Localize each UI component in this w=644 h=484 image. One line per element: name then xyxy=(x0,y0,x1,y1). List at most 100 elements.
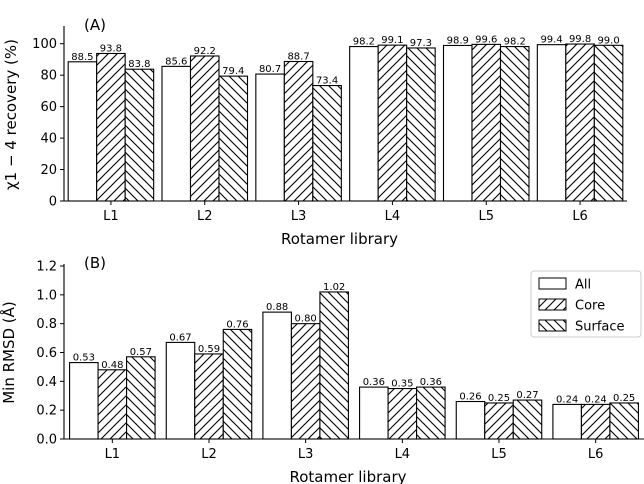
panel-label: (A) xyxy=(84,16,106,34)
x-tick-label-l4: L4 xyxy=(395,447,411,462)
data-label-all-l5: 0.26 xyxy=(459,392,481,403)
x-tick-label-l1: L1 xyxy=(103,209,119,224)
bar-surface-l1 xyxy=(126,356,156,440)
legend-label-core: Core xyxy=(575,299,605,314)
data-label-core-l4: 99.1 xyxy=(381,35,403,46)
legend-swatch-all xyxy=(538,277,567,290)
x-tick-label-l3: L3 xyxy=(291,209,307,224)
bar-core-l1 xyxy=(96,52,126,202)
y-tick-label: 0.0 xyxy=(36,433,57,448)
bar-all-l1 xyxy=(67,61,98,202)
data-label-all-l5: 98.9 xyxy=(447,35,469,46)
y-tick-label: 0.4 xyxy=(36,375,57,390)
data-label-all-l3: 0.88 xyxy=(266,302,288,313)
bar-all-l5 xyxy=(455,400,486,440)
legend: All Core Surface xyxy=(530,270,642,338)
bar-core-l1 xyxy=(97,369,128,440)
y-tick-label: 80 xyxy=(40,69,57,84)
panel-b: 0.53 0.67 0.88 0.36 0.26 0.24 0.48 0.59 0.80 0.35… xyxy=(0,254,644,484)
data-label-core-l3: 0.80 xyxy=(295,314,317,325)
x-tick-label-l3: L3 xyxy=(298,447,314,462)
bar-surface-l2 xyxy=(222,328,253,440)
bar-core-l2 xyxy=(194,353,224,440)
y-tick-label: 0.2 xyxy=(36,404,57,419)
legend-label-all: All xyxy=(575,278,591,293)
x-tick-label-l2: L2 xyxy=(201,447,217,462)
data-label-all-l6: 0.24 xyxy=(556,394,578,405)
data-label-core-l6: 99.8 xyxy=(569,34,591,45)
data-label-surface-l1: 0.57 xyxy=(130,347,152,358)
data-label-surface-l6: 0.25 xyxy=(613,393,635,404)
data-label-core-l2: 92.2 xyxy=(194,46,216,57)
bar-core-l6 xyxy=(565,43,595,202)
bar-surface-l6 xyxy=(609,402,639,440)
bar-all-l4 xyxy=(349,46,379,202)
y-axis-title: χ1 − 4 recovery (%) xyxy=(2,39,20,190)
y-tick-label: 1.0 xyxy=(36,288,57,303)
panel-label: (B) xyxy=(84,254,106,272)
bar-all-l1 xyxy=(69,362,99,440)
data-label-surface-l2: 79.4 xyxy=(222,66,244,77)
bar-surface-l4 xyxy=(416,386,446,440)
bar-surface-l5 xyxy=(499,46,530,202)
bar-core-l5 xyxy=(471,43,502,202)
data-label-surface-l4: 0.36 xyxy=(420,377,442,388)
bar-core-l5 xyxy=(484,402,514,440)
data-label-all-l2: 85.6 xyxy=(165,56,187,67)
data-label-all-l4: 98.2 xyxy=(353,37,375,48)
x-tick-label-l5: L5 xyxy=(478,209,494,224)
bar-all-l3 xyxy=(262,311,292,440)
data-label-core-l1: 93.8 xyxy=(100,43,122,54)
bar-all-l3 xyxy=(255,73,285,202)
x-tick-label-l5: L5 xyxy=(491,447,507,462)
x-axis-title: Rotamer library xyxy=(289,468,406,484)
bar-all-l5 xyxy=(442,44,473,202)
x-tick-label-l1: L1 xyxy=(105,447,121,462)
bar-surface-l1 xyxy=(124,68,155,202)
bar-core-l4 xyxy=(377,44,408,202)
y-tick-label: 40 xyxy=(40,132,57,147)
y-tick-label: 1.2 xyxy=(36,260,57,275)
legend-swatch-core xyxy=(538,298,567,311)
data-label-surface-l5: 98.2 xyxy=(504,37,526,48)
data-label-core-l3: 88.7 xyxy=(287,52,309,63)
data-label-surface-l3: 1.02 xyxy=(323,282,345,293)
x-tick-label-l6: L6 xyxy=(572,209,588,224)
data-label-surface-l6: 99.0 xyxy=(597,35,619,46)
bar-core-l2 xyxy=(189,55,220,202)
data-label-all-l3: 80.7 xyxy=(259,64,281,75)
data-label-core-l5: 0.25 xyxy=(488,393,510,404)
data-label-core-l1: 0.48 xyxy=(101,360,123,371)
bar-surface-l3 xyxy=(312,85,342,202)
bar-all-l4 xyxy=(359,386,389,440)
x-axis-title: Rotamer library xyxy=(281,230,398,248)
bar-surface-l4 xyxy=(406,47,436,202)
x-tick-label-l6: L6 xyxy=(588,447,604,462)
bar-surface-l3 xyxy=(319,291,349,440)
y-tick-label: 100 xyxy=(32,37,57,52)
bar-all-l6 xyxy=(552,403,582,440)
data-label-core-l2: 0.59 xyxy=(198,344,220,355)
data-label-surface-l2: 0.76 xyxy=(226,319,248,330)
y-tick-label: 0 xyxy=(49,195,57,210)
y-tick-label: 20 xyxy=(40,163,57,178)
data-label-core-l5: 99.6 xyxy=(475,34,497,45)
bar-core-l4 xyxy=(387,387,418,440)
bar-all-l2 xyxy=(165,341,196,440)
bar-surface-l5 xyxy=(512,399,543,440)
y-tick-label: 0.6 xyxy=(36,346,57,361)
x-tick-label-l4: L4 xyxy=(385,209,401,224)
data-label-all-l1: 0.53 xyxy=(73,353,95,364)
bar-core-l3 xyxy=(290,323,321,440)
data-label-all-l1: 88.5 xyxy=(71,52,93,63)
data-label-surface-l5: 0.27 xyxy=(516,390,538,401)
data-label-all-l4: 0.36 xyxy=(363,377,385,388)
bar-all-l6 xyxy=(536,44,567,202)
bar-surface-l6 xyxy=(593,44,624,202)
data-label-core-l4: 0.35 xyxy=(391,379,413,390)
data-label-core-l6: 0.24 xyxy=(585,394,607,405)
legend-swatch-surface xyxy=(538,319,567,332)
data-label-all-l6: 99.4 xyxy=(540,35,562,46)
bar-core-l6 xyxy=(580,403,611,440)
